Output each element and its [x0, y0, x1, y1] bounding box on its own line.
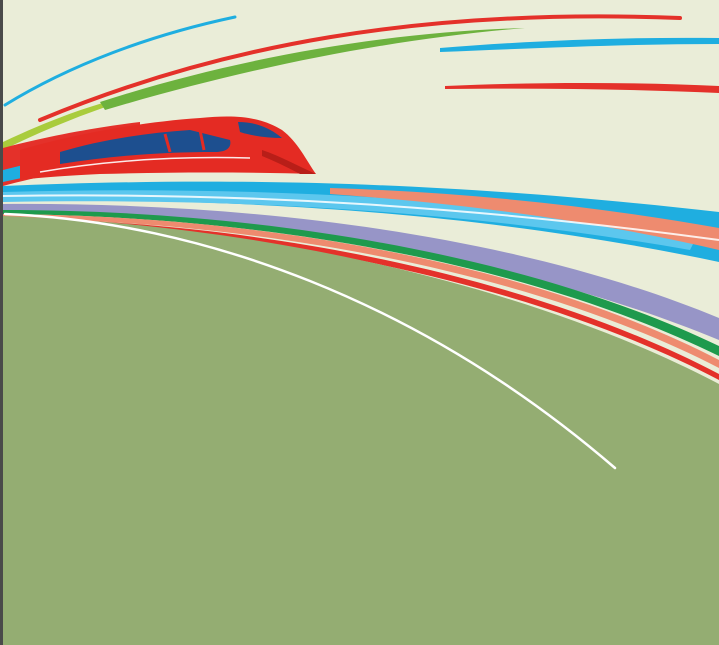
speed-streak-blue-top-left — [3, 15, 237, 107]
ground-highlight-curve — [3, 212, 617, 470]
train-window-strip — [60, 130, 231, 164]
trail-lavender — [3, 203, 719, 340]
ground-hill — [3, 216, 719, 645]
train-cab-window — [238, 122, 282, 138]
trail-dark-green — [3, 210, 719, 356]
train-side-highlight — [39, 156, 251, 173]
train-window-divider — [163, 129, 206, 153]
speed-streak-red-right — [445, 83, 719, 93]
high-speed-train — [20, 116, 316, 180]
train-nose-shadow — [262, 150, 316, 174]
speed-streak-red-long — [38, 14, 682, 122]
speed-streak-blue-right — [440, 37, 719, 52]
left-border — [0, 0, 3, 645]
trail-salmon-upper — [330, 188, 719, 250]
trail-white-separator — [2, 194, 719, 241]
